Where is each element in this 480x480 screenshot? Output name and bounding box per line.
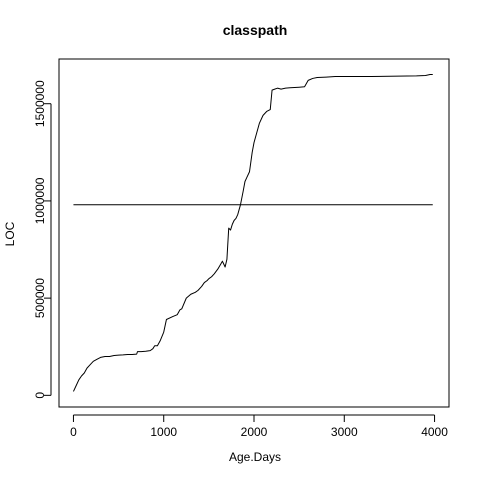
x-axis-label: Age.Days xyxy=(229,450,281,464)
y-tick-label: 0 xyxy=(33,392,47,399)
x-tick-label: 0 xyxy=(70,425,77,439)
plot-frame xyxy=(58,58,450,408)
x-tick-label: 3000 xyxy=(331,425,358,439)
x-tick-label: 4000 xyxy=(421,425,448,439)
y-axis-label: LOC xyxy=(3,221,17,246)
y-tick-label: 1000000 xyxy=(33,177,47,224)
y-tick-label: 500000 xyxy=(33,278,47,318)
series-line-loc xyxy=(72,74,433,392)
y-tick-label: 1500000 xyxy=(33,80,47,127)
plot-layer: 0 1000 2000 3000 4000 0 500000 1000000 1500000 xyxy=(33,58,450,439)
x-tick-label: 2000 xyxy=(241,425,268,439)
chart-title: classpath xyxy=(223,22,288,38)
x-tick-label: 1000 xyxy=(150,425,177,439)
